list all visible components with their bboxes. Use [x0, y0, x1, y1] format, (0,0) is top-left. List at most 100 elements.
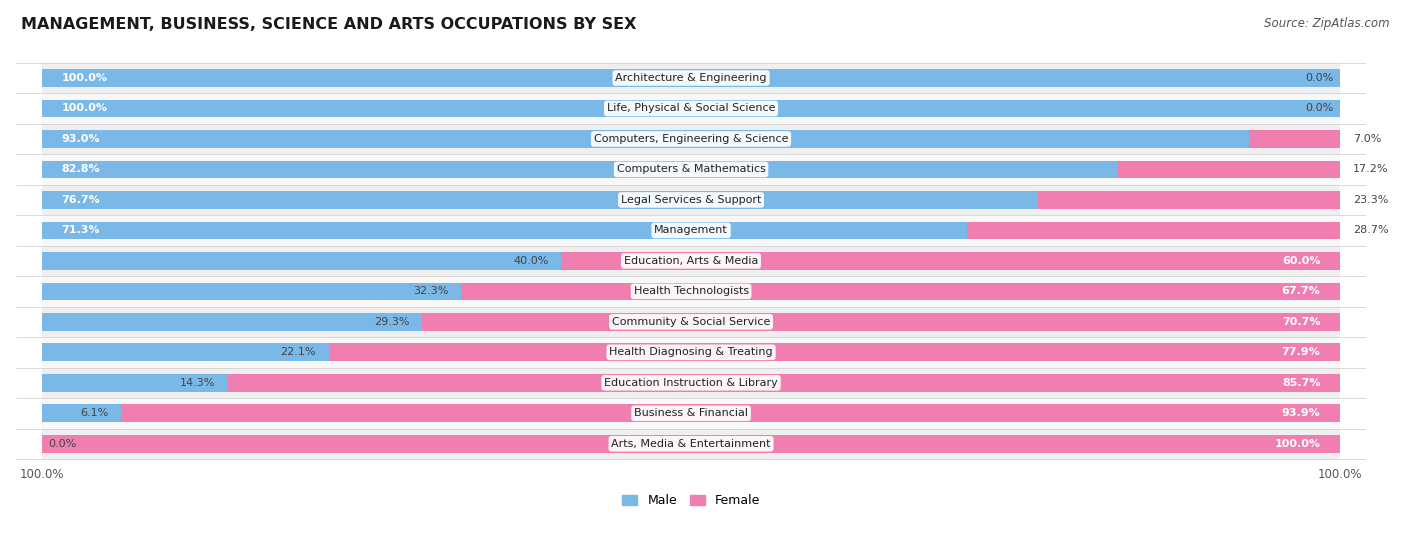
Text: 71.3%: 71.3% [62, 225, 100, 235]
Text: Business & Financial: Business & Financial [634, 408, 748, 418]
Bar [42, 124, 1340, 154]
Bar [461, 282, 1340, 300]
Bar [42, 154, 1340, 184]
Bar [692, 404, 1340, 422]
Bar [42, 343, 692, 361]
Bar [42, 313, 422, 331]
Bar [42, 245, 1340, 276]
Text: 60.0%: 60.0% [1282, 256, 1320, 266]
Text: 17.2%: 17.2% [1353, 164, 1388, 174]
Text: 82.8%: 82.8% [62, 164, 100, 174]
Bar [692, 252, 1340, 270]
Bar [1116, 160, 1340, 178]
Bar [42, 69, 692, 87]
Text: Health Diagnosing & Treating: Health Diagnosing & Treating [609, 347, 773, 357]
Bar [42, 404, 121, 422]
Bar [42, 215, 1340, 245]
Bar [692, 435, 1340, 453]
Bar [42, 282, 461, 300]
Bar [42, 191, 692, 209]
Bar [42, 63, 1340, 93]
Bar [42, 398, 1340, 429]
Text: 32.3%: 32.3% [413, 286, 449, 296]
Bar [692, 374, 1340, 392]
Bar [42, 69, 1340, 87]
Text: 76.7%: 76.7% [62, 195, 100, 205]
Bar [121, 404, 1340, 422]
Text: Education, Arts & Media: Education, Arts & Media [624, 256, 758, 266]
Text: 85.7%: 85.7% [1282, 378, 1320, 388]
Text: Health Technologists: Health Technologists [634, 286, 748, 296]
Text: Life, Physical & Social Science: Life, Physical & Social Science [607, 103, 775, 113]
Text: Management: Management [654, 225, 728, 235]
Text: 28.7%: 28.7% [1353, 225, 1389, 235]
Text: 40.0%: 40.0% [513, 256, 548, 266]
Text: 67.7%: 67.7% [1282, 286, 1320, 296]
Bar [42, 435, 1340, 453]
Bar [1249, 130, 1340, 148]
Bar [42, 221, 692, 239]
Bar [42, 337, 1340, 368]
Bar [42, 100, 1340, 117]
Bar [42, 184, 1340, 215]
Text: Computers, Engineering & Science: Computers, Engineering & Science [593, 134, 789, 144]
Bar [42, 404, 692, 422]
Bar [42, 160, 1116, 178]
Bar [692, 160, 1340, 178]
Bar [561, 252, 1340, 270]
Text: 70.7%: 70.7% [1282, 317, 1320, 327]
Bar [42, 93, 1340, 124]
Legend: Male, Female: Male, Female [617, 489, 765, 512]
Bar [967, 221, 1340, 239]
Text: 93.0%: 93.0% [62, 134, 100, 144]
Text: 77.9%: 77.9% [1282, 347, 1320, 357]
Bar [692, 69, 1340, 87]
Text: MANAGEMENT, BUSINESS, SCIENCE AND ARTS OCCUPATIONS BY SEX: MANAGEMENT, BUSINESS, SCIENCE AND ARTS O… [21, 17, 637, 32]
Text: 22.1%: 22.1% [281, 347, 316, 357]
Bar [42, 313, 692, 331]
Text: 6.1%: 6.1% [80, 408, 108, 418]
Bar [1038, 191, 1340, 209]
Bar [692, 130, 1340, 148]
Bar [692, 343, 1340, 361]
Text: 23.3%: 23.3% [1353, 195, 1388, 205]
Text: 0.0%: 0.0% [1305, 103, 1333, 113]
Bar [42, 130, 692, 148]
Bar [692, 191, 1340, 209]
Text: Computers & Mathematics: Computers & Mathematics [617, 164, 765, 174]
Text: 0.0%: 0.0% [1305, 73, 1333, 83]
Text: 29.3%: 29.3% [374, 317, 409, 327]
Bar [42, 374, 228, 392]
Text: Legal Services & Support: Legal Services & Support [621, 195, 761, 205]
Bar [42, 282, 692, 300]
Bar [692, 282, 1340, 300]
Bar [42, 374, 692, 392]
Bar [42, 435, 692, 453]
Text: 100.0%: 100.0% [62, 103, 108, 113]
Bar [228, 374, 1340, 392]
Text: 93.9%: 93.9% [1282, 408, 1320, 418]
Bar [42, 191, 1038, 209]
Bar [42, 368, 1340, 398]
Bar [42, 429, 1340, 459]
Text: 7.0%: 7.0% [1353, 134, 1381, 144]
Text: 0.0%: 0.0% [49, 439, 77, 449]
Text: Architecture & Engineering: Architecture & Engineering [616, 73, 766, 83]
Bar [42, 252, 692, 270]
Bar [42, 276, 1340, 306]
Bar [692, 221, 1340, 239]
Text: 14.3%: 14.3% [180, 378, 215, 388]
Text: 100.0%: 100.0% [1274, 439, 1320, 449]
Text: Community & Social Service: Community & Social Service [612, 317, 770, 327]
Bar [42, 252, 561, 270]
Bar [42, 160, 692, 178]
Bar [329, 343, 1340, 361]
Bar [422, 313, 1340, 331]
Text: Education Instruction & Library: Education Instruction & Library [605, 378, 778, 388]
Text: Arts, Media & Entertainment: Arts, Media & Entertainment [612, 439, 770, 449]
Bar [692, 100, 1340, 117]
Bar [692, 313, 1340, 331]
Bar [42, 221, 967, 239]
Text: Source: ZipAtlas.com: Source: ZipAtlas.com [1264, 17, 1389, 30]
Bar [42, 343, 329, 361]
